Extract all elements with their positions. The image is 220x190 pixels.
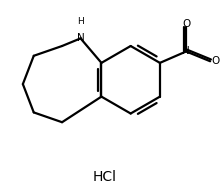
Text: N: N (182, 46, 190, 56)
Text: H: H (77, 17, 84, 26)
Text: HCl: HCl (93, 170, 117, 184)
Text: O: O (182, 19, 190, 28)
Text: O: O (211, 56, 220, 66)
Text: N: N (77, 33, 84, 43)
